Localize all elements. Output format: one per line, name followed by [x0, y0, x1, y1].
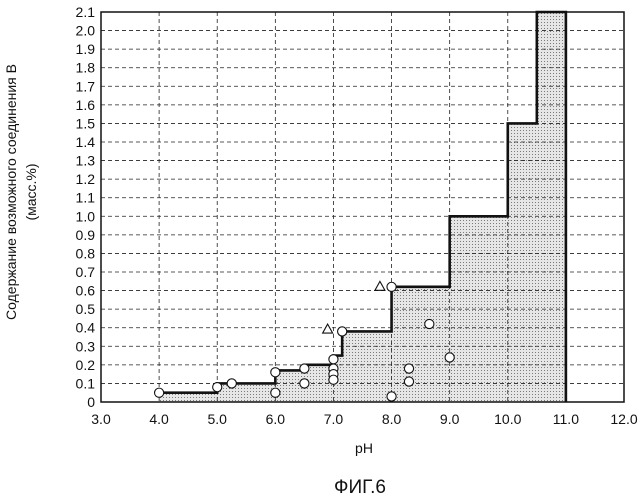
- x-tick-label: 3.0: [91, 411, 111, 427]
- y-tick-label: 0: [87, 394, 95, 410]
- y-tick-labels: 0 0.1 0.2 0.3 0.4 0.5 0.6 0.7 0.8 0.9 1.0 1.1 1.2 1.3…: [76, 4, 96, 410]
- y-tick-label: 1.2: [76, 171, 96, 187]
- y-tick-label: 0.6: [76, 283, 96, 299]
- y-tick-label: 1.5: [76, 115, 96, 131]
- y-tick-label: 0.3: [76, 338, 96, 354]
- y-tick-label: 0.4: [76, 320, 96, 336]
- x-tick-label: 6.0: [266, 411, 286, 427]
- y-tick-label: 0.2: [76, 357, 96, 373]
- y-axis-title: Содержание возможного соединения B: [3, 64, 19, 320]
- x-tick-label: 4.0: [149, 411, 169, 427]
- circle-point: [300, 379, 309, 388]
- circle-point: [329, 375, 338, 384]
- circle-point: [271, 388, 280, 397]
- circle-point: [425, 319, 434, 328]
- y-axis-unit: (масс.%): [23, 163, 39, 220]
- x-tick-label: 11.0: [553, 411, 579, 427]
- feasible-region: [159, 12, 566, 402]
- x-tick-label: 5.0: [207, 411, 227, 427]
- circle-point: [445, 353, 454, 362]
- y-tick-label: 0.8: [76, 245, 96, 261]
- circle-point: [387, 282, 396, 291]
- x-tick-label: 7.0: [324, 411, 344, 427]
- circle-point: [227, 379, 236, 388]
- circle-point: [404, 364, 413, 373]
- y-tick-label: 1.1: [76, 190, 96, 206]
- circle-point: [329, 355, 338, 364]
- y-tick-label: 2.1: [76, 4, 96, 20]
- circle-point: [338, 327, 347, 336]
- y-tick-label: 1.0: [76, 208, 96, 224]
- y-tick-label: 1.7: [76, 78, 96, 94]
- y-tick-label: 0.9: [76, 227, 96, 243]
- y-tick-label: 0.5: [76, 301, 96, 317]
- y-tick-label: 0.1: [76, 375, 96, 391]
- y-tick-label: 2.0: [76, 23, 96, 39]
- x-tick-label: 10.0: [494, 411, 521, 427]
- x-tick-label: 12.0: [610, 411, 637, 427]
- x-tick-label: 9.0: [440, 411, 460, 427]
- circle-point: [155, 388, 164, 397]
- y-tick-label: 0.7: [76, 264, 96, 280]
- shaded-region: [159, 12, 566, 402]
- figure-caption: ФИГ.6: [334, 477, 386, 498]
- x-tick-label: 8.0: [382, 411, 402, 427]
- circle-point: [271, 368, 280, 377]
- circle-point: [300, 364, 309, 373]
- y-tick-label: 1.4: [76, 134, 96, 150]
- circle-point: [213, 383, 222, 392]
- triangle-point: [323, 324, 333, 333]
- y-tick-label: 1.6: [76, 97, 96, 113]
- x-axis-title: pH: [355, 440, 373, 456]
- y-tick-label: 1.8: [76, 60, 96, 76]
- circle-point: [404, 377, 413, 386]
- x-tick-labels: 3.0 4.0 5.0 6.0 7.0 8.0 9.0 10.0 11.0 12.0: [91, 411, 638, 427]
- triangle-point: [375, 281, 385, 290]
- circle-point: [387, 392, 396, 401]
- y-tick-label: 1.3: [76, 153, 96, 169]
- y-tick-label: 1.9: [76, 41, 96, 57]
